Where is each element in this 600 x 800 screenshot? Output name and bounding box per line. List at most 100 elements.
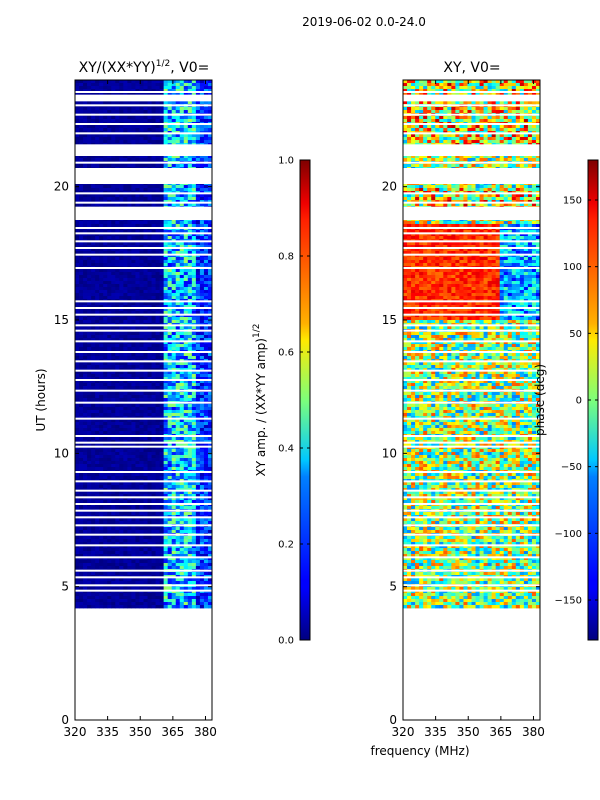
heatmap-cell	[199, 344, 205, 348]
heatmap-cell	[179, 356, 185, 360]
heatmap-cell	[163, 320, 169, 324]
heatmap-cell	[175, 431, 181, 435]
heatmap-cell	[103, 185, 108, 189]
heatmap-cell	[155, 518, 161, 522]
heatmap-cell	[151, 344, 157, 348]
heatmap-cell	[199, 257, 205, 261]
heatmap-cell	[87, 386, 92, 390]
heatmap-cell	[147, 194, 153, 198]
heatmap-cell	[123, 197, 128, 201]
heatmap-cell	[123, 257, 128, 261]
heatmap-cell	[191, 203, 197, 207]
heatmap-cell	[95, 449, 100, 453]
heatmap-cell	[147, 101, 153, 105]
heatmap-cell	[199, 134, 205, 138]
heatmap-cell	[151, 428, 157, 432]
heatmap-cell	[171, 155, 177, 159]
heatmap-cell	[195, 356, 201, 360]
heatmap-cell	[155, 395, 161, 399]
heatmap-cell	[191, 314, 197, 318]
heatmap-cell	[119, 338, 124, 342]
heatmap-cell	[103, 242, 108, 246]
heatmap-cell	[147, 281, 153, 285]
heatmap-cell	[179, 392, 185, 396]
heatmap-cell	[203, 500, 209, 504]
heatmap-cell	[123, 443, 128, 447]
heatmap-cell	[75, 287, 80, 291]
heatmap-cell	[155, 263, 161, 267]
heatmap-cell	[91, 512, 96, 516]
heatmap-cell	[123, 185, 128, 189]
heatmap-cell	[203, 140, 209, 144]
heatmap-cell	[135, 107, 140, 111]
heatmap-cell	[175, 116, 181, 120]
heatmap-cell	[203, 365, 209, 369]
heatmap-cell	[191, 518, 197, 522]
heatmap-cell	[147, 317, 153, 321]
heatmap-cell	[123, 275, 128, 279]
heatmap-cell	[119, 278, 124, 282]
heatmap-cell	[87, 233, 92, 237]
heatmap-cell	[119, 158, 124, 162]
heatmap-cell	[151, 431, 157, 435]
heatmap-cell	[171, 308, 177, 312]
heatmap-cell	[91, 398, 96, 402]
heatmap-cell	[179, 410, 185, 414]
heatmap-cell	[179, 317, 185, 321]
heatmap-cell	[123, 281, 128, 285]
heatmap-cell	[107, 101, 112, 105]
heatmap-cell	[135, 251, 140, 255]
heatmap-cell	[87, 314, 92, 318]
heatmap-cell	[75, 230, 80, 234]
heatmap-cell	[79, 236, 84, 240]
heatmap-cell	[95, 305, 100, 309]
heatmap-cell	[75, 80, 80, 84]
heatmap-cell	[171, 452, 177, 456]
heatmap-cell	[127, 308, 132, 312]
heatmap-cell	[203, 158, 209, 162]
heatmap-cell	[199, 83, 205, 87]
heatmap-cell	[195, 197, 201, 201]
heatmap-cell	[143, 341, 149, 345]
heatmap-cell	[191, 365, 197, 369]
heatmap-cell	[191, 386, 197, 390]
heatmap-cell	[123, 290, 128, 294]
heatmap-cell	[207, 332, 212, 336]
heatmap-cell	[183, 413, 189, 417]
heatmap-cell	[187, 269, 193, 273]
heatmap-cell	[91, 287, 96, 291]
heatmap-cell	[131, 443, 136, 447]
heatmap-cell	[127, 392, 132, 396]
heatmap-cell	[123, 137, 128, 141]
heatmap-cell	[75, 281, 80, 285]
heatmap-cell	[195, 485, 201, 489]
heatmap-cell	[103, 407, 108, 411]
heatmap-cell	[207, 302, 212, 306]
heatmap-cell	[123, 419, 128, 423]
heatmap-cell	[199, 311, 205, 315]
heatmap-cell	[111, 377, 116, 381]
heatmap-cell	[139, 497, 144, 501]
heatmap-cell	[99, 224, 104, 228]
heatmap-cell	[191, 260, 197, 264]
heatmap-cell	[127, 290, 132, 294]
heatmap-cell	[91, 494, 96, 498]
heatmap-cell	[155, 431, 161, 435]
heatmap-cell	[207, 188, 212, 192]
heatmap-cell	[187, 260, 193, 264]
heatmap-cell	[119, 422, 124, 426]
heatmap-cell	[155, 506, 161, 510]
heatmap-cell	[123, 203, 128, 207]
heatmap-cell	[175, 311, 181, 315]
heatmap-cell	[163, 344, 169, 348]
heatmap-cell	[195, 506, 201, 510]
heatmap-cell	[107, 485, 112, 489]
heatmap-cell	[95, 278, 100, 282]
heatmap-cell	[111, 251, 116, 255]
heatmap-cell	[75, 392, 80, 396]
heatmap-cell	[151, 272, 157, 276]
heatmap-cell	[171, 197, 177, 201]
heatmap-cell	[147, 233, 153, 237]
heatmap-cell	[111, 341, 116, 345]
heatmap-cell	[155, 512, 161, 516]
